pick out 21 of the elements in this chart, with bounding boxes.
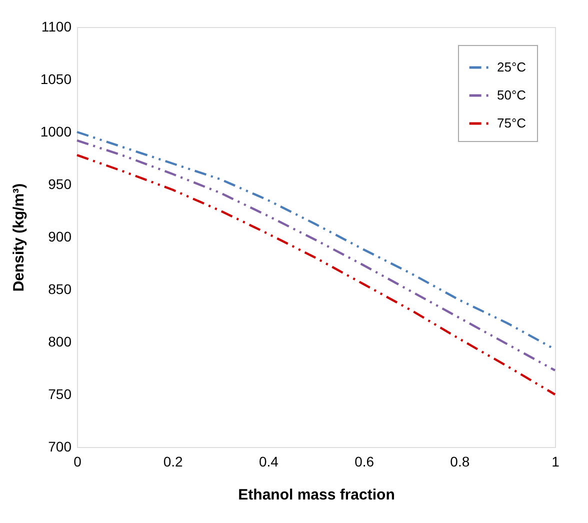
- x-tick-label: 1: [552, 454, 560, 470]
- y-tick-label: 900: [48, 228, 72, 244]
- y-tick-label: 1050: [40, 71, 72, 87]
- y-tick-label: 950: [48, 176, 72, 192]
- x-tick-label: 0: [74, 454, 82, 470]
- y-axis-title: Density (kg/m³): [10, 183, 28, 292]
- y-tick-label: 750: [48, 386, 72, 402]
- x-tick-label: 0.2: [163, 454, 184, 470]
- x-axis-title: Ethanol mass fraction: [238, 486, 395, 504]
- y-tick-label: 850: [48, 281, 72, 297]
- legend-label: 75°C: [497, 116, 526, 130]
- y-tick-label: 1100: [41, 18, 72, 34]
- y-tick-label: 700: [48, 438, 72, 454]
- y-tick-label: 800: [48, 334, 72, 350]
- line-series: [76, 154, 556, 396]
- x-tick-label: 0.8: [450, 454, 470, 470]
- y-tick-label: 1000: [40, 124, 72, 140]
- legend-label: 25°C: [497, 60, 526, 74]
- x-tick-label: 0.6: [354, 454, 374, 470]
- legend-label: 50°C: [497, 88, 526, 102]
- x-tick-label: 0.4: [258, 454, 279, 470]
